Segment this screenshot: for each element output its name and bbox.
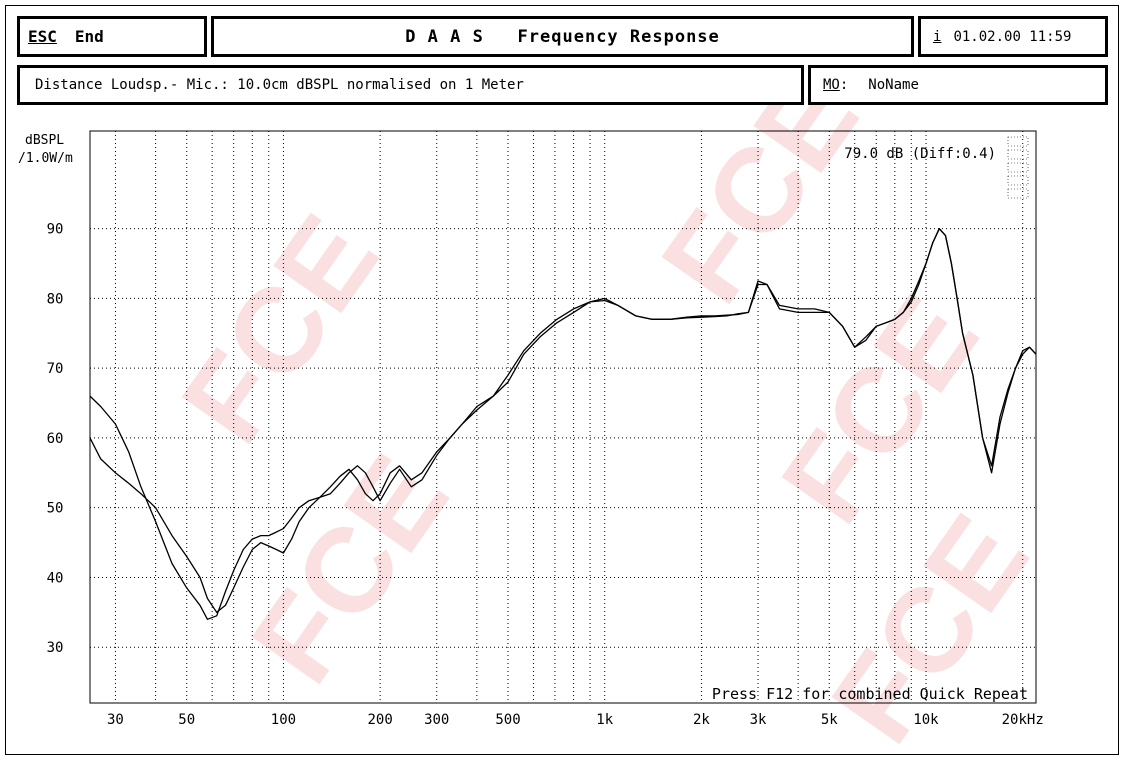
end-button[interactable]: End xyxy=(74,27,104,46)
y-tick-label: 70 xyxy=(47,361,64,377)
x-tick-label: 50 xyxy=(178,712,195,728)
y-tick-label: 40 xyxy=(47,570,64,586)
mo-panel: MO: NoName xyxy=(808,65,1108,105)
y-tick-label: 30 xyxy=(47,640,64,656)
y-tick-label: 90 xyxy=(47,222,64,238)
title-panel: D A A S Frequency Response xyxy=(211,16,914,57)
esc-button[interactable]: ESC xyxy=(28,27,57,46)
y-axis-unit-label: /1.0W/m xyxy=(18,151,73,166)
x-tick-label: 30 xyxy=(107,712,124,728)
page-title: D A A S Frequency Response xyxy=(405,26,720,47)
y-tick-label: 50 xyxy=(47,501,64,517)
series-line-2 xyxy=(89,228,1037,613)
esc-end-panel: ESC End xyxy=(17,16,207,57)
plot-area-border xyxy=(89,130,1037,704)
indicator-box xyxy=(1007,149,1029,160)
x-tick-label: 20kHz xyxy=(1002,712,1044,728)
datetime: 01.02.00 11:59 xyxy=(953,28,1072,45)
mo-value: NoName xyxy=(868,77,919,93)
mo-separator: : xyxy=(839,77,849,93)
indicator-box xyxy=(1007,136,1029,147)
indicator-box xyxy=(1007,162,1029,173)
info-button[interactable]: i xyxy=(933,28,942,45)
footer-note: Press F12 for combined Quick Repeat xyxy=(712,685,1028,703)
y-tick-label: 80 xyxy=(47,291,64,307)
mo-button[interactable]: MO xyxy=(823,77,840,93)
x-tick-label: 200 xyxy=(367,712,392,728)
indicator-box xyxy=(1007,175,1029,186)
x-tick-label: 2k xyxy=(693,712,710,728)
x-tick-label: 100 xyxy=(271,712,296,728)
y-axis-label: dBSPL xyxy=(25,133,64,148)
indicator-box xyxy=(1007,188,1029,199)
x-tick-label: 10k xyxy=(913,712,939,728)
x-tick-label: 3k xyxy=(750,712,767,728)
cursor-readout: 79.0 dB (Diff:0.4) xyxy=(844,146,996,162)
x-tick-label: 500 xyxy=(495,712,520,728)
window-frame xyxy=(5,5,1119,755)
datetime-panel: i 01.02.00 11:59 xyxy=(918,16,1108,57)
x-tick-label: 5k xyxy=(821,712,838,728)
x-tick-label: 300 xyxy=(424,712,449,728)
measurement-info: Distance Loudsp.- Mic.: 10.0cm dBSPL nor… xyxy=(35,77,524,93)
x-tick-label: 1k xyxy=(596,712,613,728)
y-tick-label: 60 xyxy=(47,431,64,447)
measurement-info-panel: Distance Loudsp.- Mic.: 10.0cm dBSPL nor… xyxy=(17,65,804,105)
series-line-1 xyxy=(89,228,1037,620)
